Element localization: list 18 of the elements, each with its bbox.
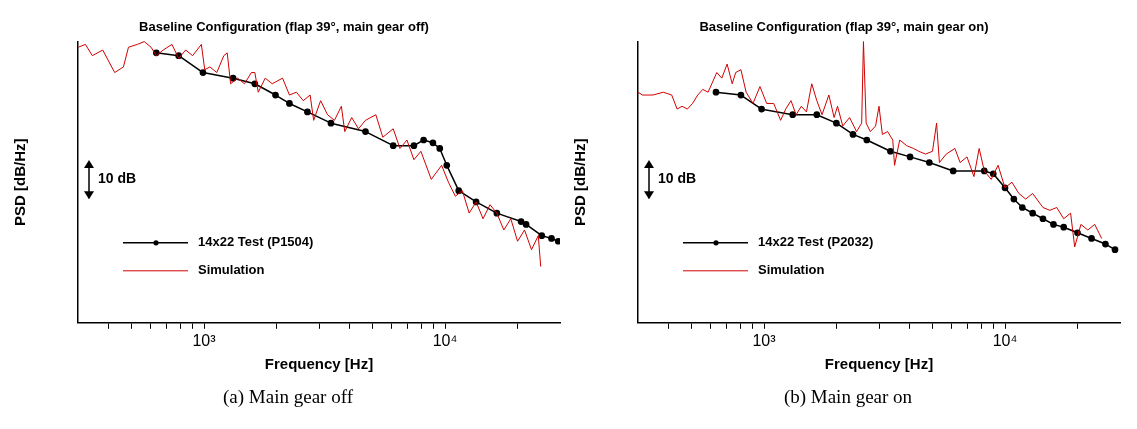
text: (b) Main gear on xyxy=(782,386,914,408)
legend-label: 14x22 Test (P1504) xyxy=(198,234,314,250)
x-tick-label: 10⁴ xyxy=(432,331,458,349)
chart-title: Baseline Configuration (flap 39°, main gear off) xyxy=(139,19,429,35)
x-tick-label: 10³ xyxy=(192,331,217,349)
text: (a) Main gear off xyxy=(222,386,354,408)
annotation: 10 dB xyxy=(658,170,697,187)
legend-label: Simulation xyxy=(758,262,825,278)
x-axis-title: Frequency [Hz] xyxy=(824,355,934,373)
x-tick-label: 10³ xyxy=(752,331,777,349)
y-axis-title: PSD [dB/Hz] xyxy=(571,138,589,226)
legend-label: Simulation xyxy=(198,262,265,278)
legend-label: 14x22 Test (P2032) xyxy=(758,234,874,250)
x-tick-label: 10⁴ xyxy=(992,331,1018,349)
y-axis-title: PSD [dB/Hz] xyxy=(11,138,29,226)
annotation: 10 dB xyxy=(98,170,137,187)
x-axis-title: Frequency [Hz] xyxy=(264,355,374,373)
chart-title: Baseline Configuration (flap 39°, main gear on) xyxy=(699,19,989,35)
